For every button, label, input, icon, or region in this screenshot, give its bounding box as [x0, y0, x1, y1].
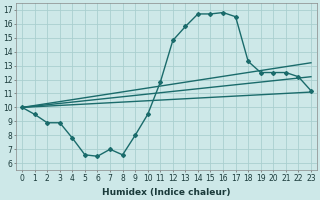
X-axis label: Humidex (Indice chaleur): Humidex (Indice chaleur) — [102, 188, 231, 197]
